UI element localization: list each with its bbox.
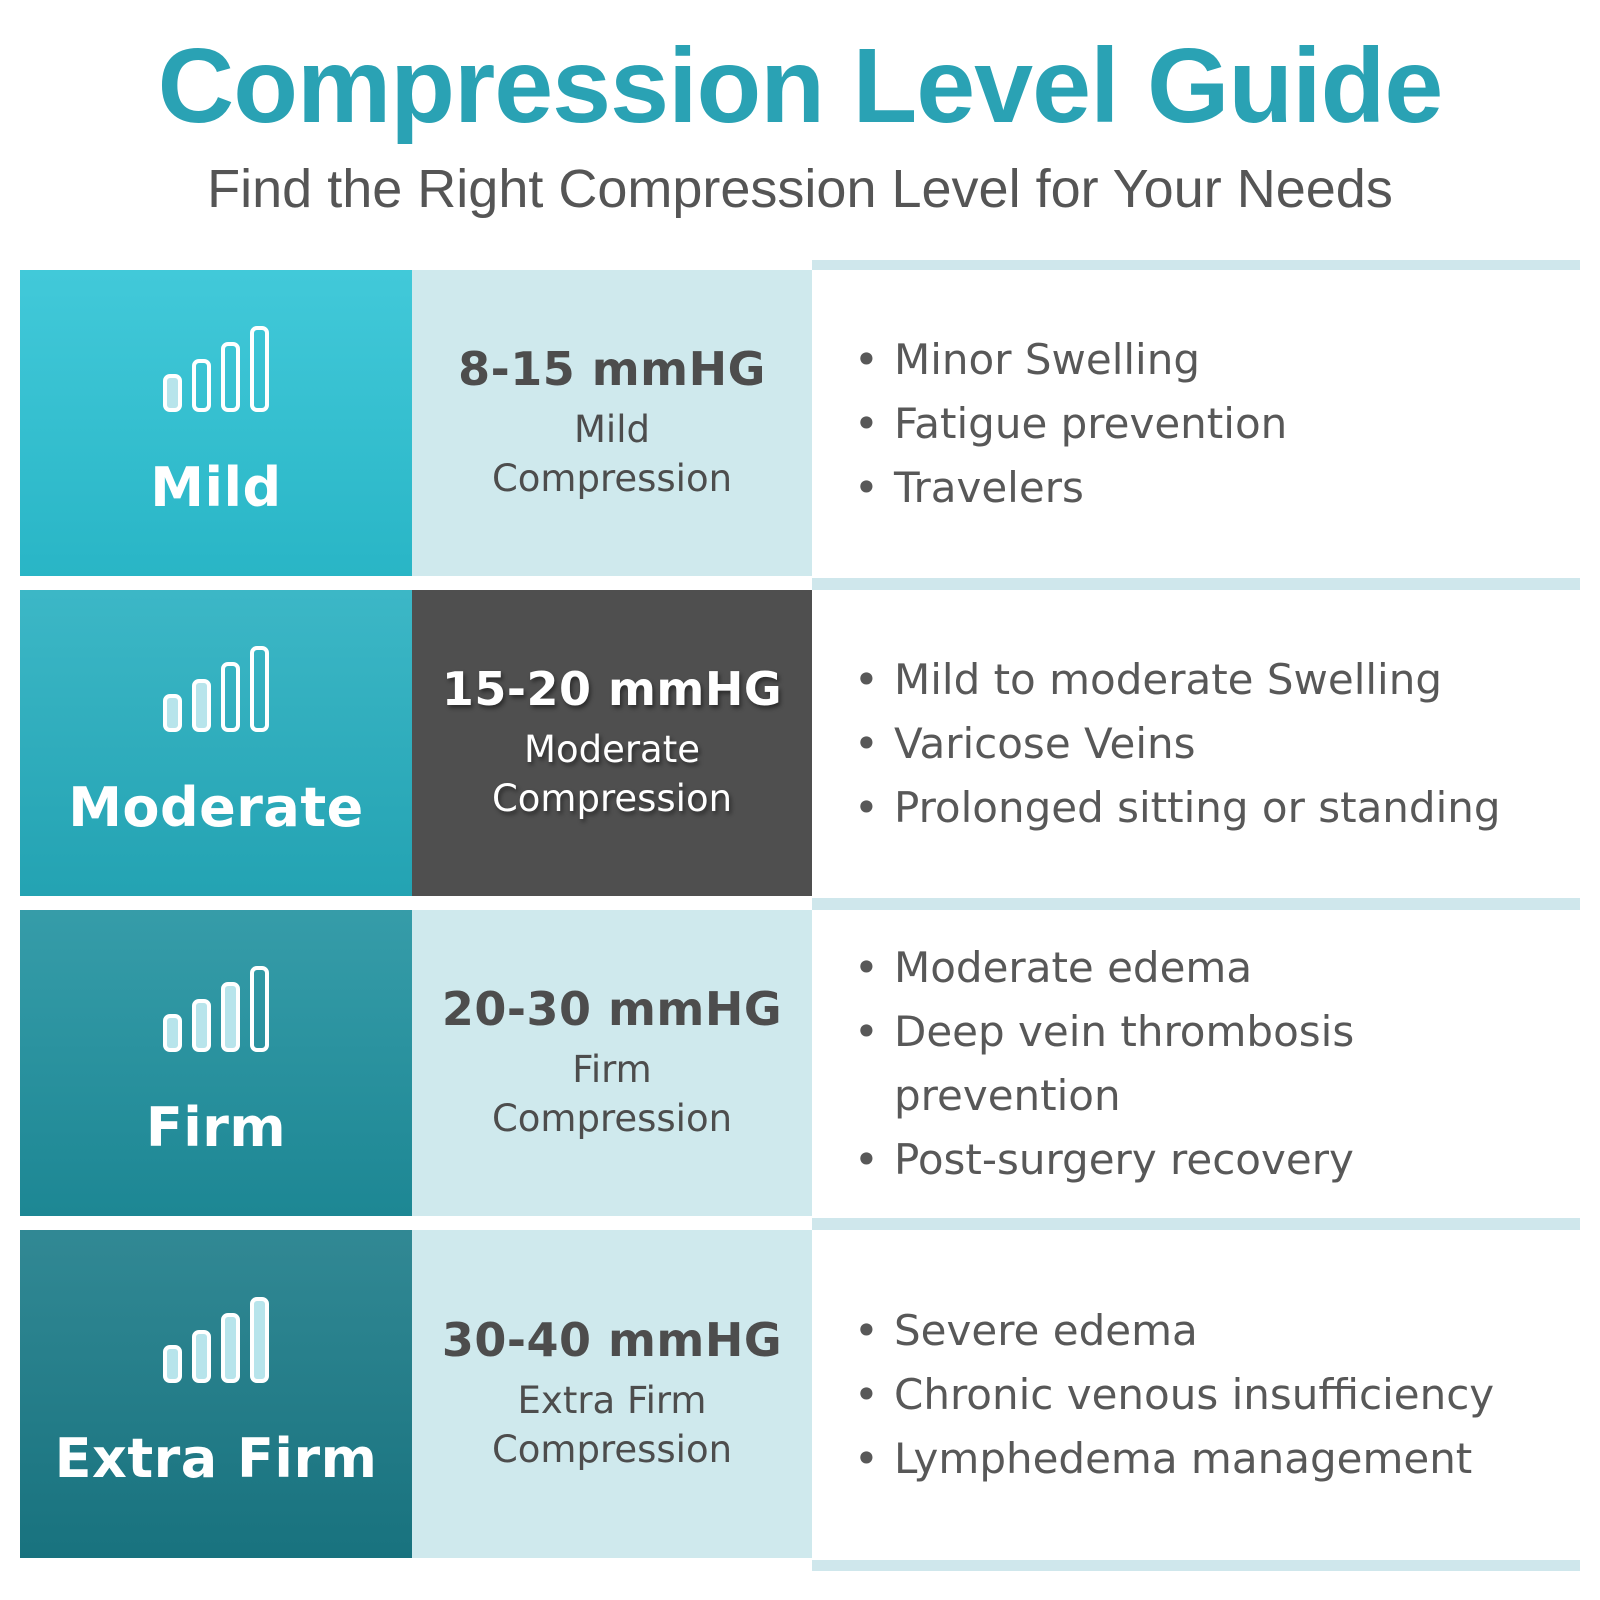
spec-cell-extra-firm: 30-40 mmHG Extra Firm Compression: [412, 1229, 812, 1558]
uses-card-extra-firm: Severe edema Chronic venous insufficienc…: [812, 1219, 1580, 1571]
signal-bar-3: [221, 342, 240, 413]
level-cell-extra-firm: Extra Firm: [20, 1229, 412, 1558]
uses-card-mild: Minor Swelling Fatigue prevention Travel…: [812, 259, 1580, 589]
signal-bar-2: [192, 1330, 211, 1384]
uses-list: Moderate edema Deep vein thrombosis prev…: [850, 936, 1556, 1191]
level-label: Extra Firm: [54, 1427, 378, 1491]
uses-list: Severe edema Chronic venous insufficienc…: [850, 1299, 1556, 1490]
signal-bar-4: [250, 966, 269, 1053]
use-item: Deep vein thrombosis prevention: [850, 1000, 1556, 1128]
compression-guide-table: Mild 8-15 mmHG Mild Compression Minor Sw…: [20, 259, 1580, 1571]
signal-bars-icon: [163, 966, 269, 1053]
signal-bar-3: [221, 1313, 240, 1384]
level-cell-moderate: Moderate: [20, 589, 412, 896]
uses-list: Mild to moderate Swelling Varicose Veins…: [850, 648, 1556, 839]
use-item: Severe edema: [850, 1299, 1556, 1363]
spec-cell-moderate: 15-20 mmHG Moderate Compression: [412, 589, 812, 896]
signal-bar-1: [163, 374, 182, 413]
signal-bar-2: [192, 359, 211, 413]
header: Compression Level Guide Find the Right C…: [0, 0, 1600, 220]
signal-bars-icon: [163, 1297, 269, 1384]
level-cell-mild: Mild: [20, 269, 412, 576]
signal-bars-icon: [163, 646, 269, 733]
signal-bar-2: [192, 999, 211, 1053]
use-item: Minor Swelling: [850, 328, 1556, 392]
use-item: Moderate edema: [850, 936, 1556, 1000]
signal-bar-1: [163, 1345, 182, 1384]
signal-bars-icon: [163, 326, 269, 413]
use-item: Travelers: [850, 456, 1556, 520]
spec-cell-mild: 8-15 mmHG Mild Compression: [412, 269, 812, 576]
pressure-range: 8-15 mmHG: [458, 342, 766, 397]
spec-cell-firm: 20-30 mmHG Firm Compression: [412, 909, 812, 1216]
level-label: Moderate: [68, 776, 364, 840]
page-subtitle: Find the Right Compression Level for You…: [207, 158, 1393, 219]
use-item: Lymphedema management: [850, 1427, 1556, 1491]
level-cell-firm: Firm: [20, 909, 412, 1216]
signal-bar-4: [250, 326, 269, 413]
pressure-range: 30-40 mmHG: [441, 1313, 783, 1368]
signal-bar-3: [221, 662, 240, 733]
use-item: Prolonged sitting or standing: [850, 776, 1556, 840]
signal-bar-4: [250, 646, 269, 733]
signal-bar-1: [163, 1014, 182, 1053]
uses-card-moderate: Mild to moderate Swelling Varicose Veins…: [812, 579, 1580, 909]
signal-bar-1: [163, 694, 182, 733]
page-title: Compression Level Guide: [157, 27, 1444, 145]
pressure-range: 15-20 mmHG: [441, 662, 783, 717]
compression-type: Mild Compression: [491, 408, 733, 500]
level-label: Firm: [145, 1096, 287, 1160]
use-item: Post-surgery recovery: [850, 1128, 1556, 1192]
uses-list: Minor Swelling Fatigue prevention Travel…: [850, 328, 1556, 519]
signal-bar-2: [192, 679, 211, 733]
use-item: Mild to moderate Swelling: [850, 648, 1556, 712]
compression-type: Moderate Compression: [491, 728, 733, 820]
use-item: Varicose Veins: [850, 712, 1556, 776]
compression-type: Firm Compression: [491, 1048, 733, 1140]
uses-card-firm: Moderate edema Deep vein thrombosis prev…: [812, 899, 1580, 1229]
signal-bar-4: [250, 1297, 269, 1384]
use-item: Chronic venous insufficiency: [850, 1363, 1556, 1427]
pressure-range: 20-30 mmHG: [441, 982, 783, 1037]
signal-bar-3: [221, 982, 240, 1053]
level-label: Mild: [150, 456, 282, 520]
compression-type: Extra Firm Compression: [491, 1379, 733, 1471]
use-item: Fatigue prevention: [850, 392, 1556, 456]
